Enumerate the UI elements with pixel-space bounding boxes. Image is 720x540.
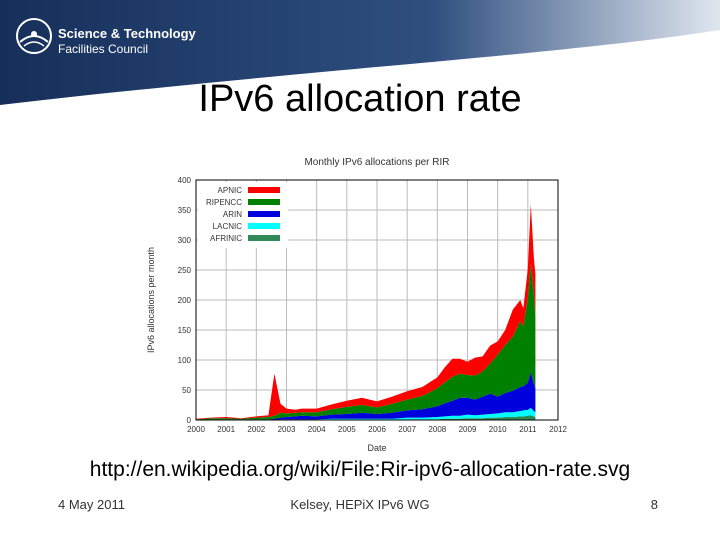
area-series-lacnic [196, 408, 536, 420]
legend-swatch-afrinic [248, 235, 280, 241]
legend-label-afrinic: AFRINIC [210, 234, 242, 243]
y-tick-label: 250 [178, 266, 192, 275]
y-tick-label: 100 [178, 356, 192, 365]
y-tick-label: 350 [178, 206, 192, 215]
legend-label-lacnic: LACNIC [213, 222, 243, 231]
legend-swatch-arin [248, 211, 280, 217]
plot-frame [195, 179, 559, 421]
org-name-line2: Facilities Council [58, 42, 149, 56]
y-tick-label: 300 [178, 236, 192, 245]
slide-header: Science & Technology Facilities Council [0, 0, 720, 110]
x-tick-label: 2007 [398, 425, 416, 434]
allocation-chart: Monthly IPv6 allocations per RIR IPv6 al… [146, 157, 568, 453]
x-tick-label: 2000 [187, 425, 205, 434]
x-tick-label: 2006 [368, 425, 386, 434]
y-tick-label: 150 [178, 326, 192, 335]
org-name-line1: Science & Technology [58, 26, 196, 41]
area-series-arin [196, 372, 536, 420]
legend-swatch-ripencc [248, 199, 280, 205]
page-number: 8 [650, 497, 658, 512]
chart-areas [196, 204, 536, 420]
x-tick-label: 2011 [519, 425, 537, 434]
stfc-logo [14, 16, 214, 62]
stfc-sunrise-icon [16, 18, 52, 54]
chart-title: Monthly IPv6 allocations per RIR [304, 157, 449, 168]
legend-label-arin: ARIN [223, 210, 242, 219]
area-series-apnic [196, 204, 536, 420]
x-tick-label: 2005 [338, 425, 356, 434]
y-tick-label: 200 [178, 296, 192, 305]
x-tick-label: 2004 [308, 425, 326, 434]
footer-author: Kelsey, HEPiX IPv6 WG [290, 497, 430, 512]
x-axis-label: Date [367, 443, 386, 453]
legend-swatch-apnic [248, 187, 280, 193]
legend-swatch-lacnic [248, 223, 280, 229]
area-series-ripencc [196, 264, 536, 420]
legend-label-apnic: APNIC [218, 186, 243, 195]
legend-label-ripencc: RIPENCC [206, 198, 242, 207]
slide-title: IPv6 allocation rate [198, 78, 522, 120]
chart-ticks: 2000 2001 2002 2003 2004 2005 2006 2007 2008 2009… [178, 176, 568, 434]
y-axis-label: IPv6 allocations per month [146, 247, 156, 353]
x-tick-label: 2010 [489, 425, 507, 434]
y-tick-label: 50 [182, 386, 191, 395]
x-tick-label: 2012 [549, 425, 567, 434]
x-tick-label: 2008 [428, 425, 446, 434]
x-tick-label: 2003 [278, 425, 296, 434]
y-tick-label: 0 [187, 416, 192, 425]
footer-date: 4 May 2011 [58, 497, 125, 512]
chart-legend: APNIC RIPENCC ARIN LACNIC AFRINIC [198, 182, 288, 248]
x-tick-label: 2001 [217, 425, 235, 434]
x-tick-label: 2009 [459, 425, 477, 434]
source-url[interactable]: http://en.wikipedia.org/wiki/File:Rir-ip… [89, 458, 631, 481]
y-tick-label: 400 [178, 176, 192, 185]
header-background [0, 0, 720, 105]
x-tick-label: 2002 [247, 425, 265, 434]
